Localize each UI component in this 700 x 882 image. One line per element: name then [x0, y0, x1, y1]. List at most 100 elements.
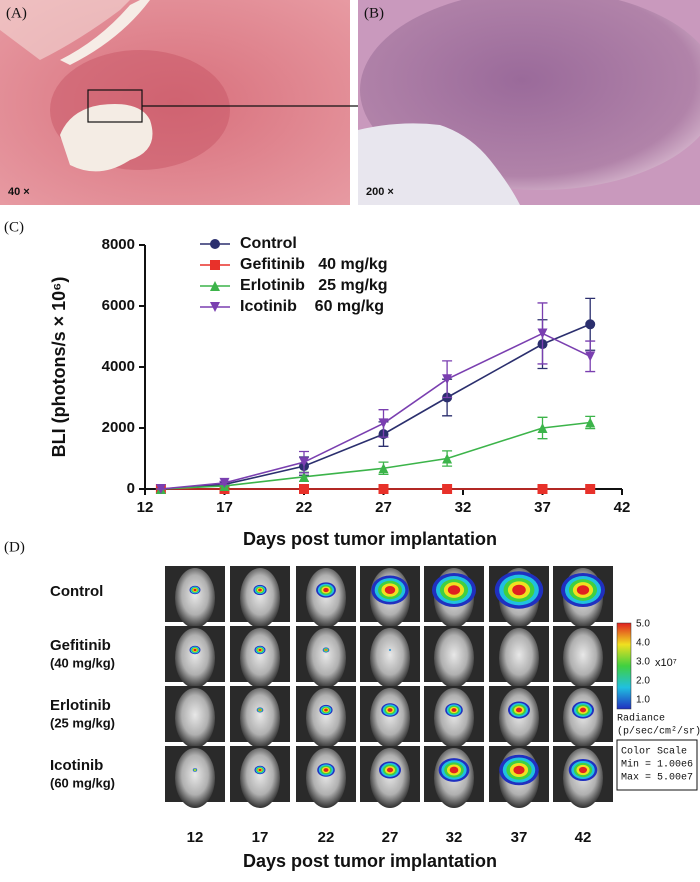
row-dose: (60 mg/kg): [50, 775, 115, 790]
legend-label: Erlotinib 25 mg/kg: [240, 277, 388, 294]
color-bar-tick: 2.0: [636, 676, 650, 687]
x-tick-label: 27: [375, 499, 392, 516]
bli-image: [296, 746, 356, 808]
marker: [299, 471, 309, 482]
marker: [378, 484, 389, 494]
mouse-body: [240, 628, 280, 688]
mouse-body: [306, 628, 346, 688]
bli-image: [165, 626, 225, 688]
bli-image: [230, 686, 290, 748]
y-tick-label: 6000: [102, 297, 135, 314]
bli-signal: [576, 585, 590, 595]
bli-image: [553, 686, 613, 748]
bli-image: [553, 746, 613, 808]
bli-image: [230, 746, 290, 808]
mouse-body: [434, 688, 474, 748]
x-tick-label: 17: [216, 499, 233, 516]
bli-image: [553, 566, 613, 628]
color-bar-tick: 1.0: [636, 695, 650, 706]
x-tick-label: 12: [137, 499, 154, 516]
mouse-body: [306, 748, 346, 808]
scale-box: [616, 739, 698, 791]
bli-signal: [579, 707, 587, 713]
bli-signal: [259, 709, 261, 711]
panel-label: (B): [364, 5, 384, 21]
color-bar-tick: 3.0: [636, 657, 650, 668]
day-label: 22: [318, 829, 335, 846]
mouse-body: [563, 628, 603, 688]
color-bar-title: Radiance: [617, 713, 665, 725]
row-dose: (40 mg/kg): [50, 655, 115, 670]
marker: [585, 417, 596, 428]
bli-image: [165, 746, 225, 808]
panel-b-image: [358, 0, 700, 205]
bli-signal: [258, 588, 262, 592]
mouse-body: [175, 628, 215, 688]
scale-box-line: Min = 1.00e6: [621, 759, 693, 771]
scale-box-line: Color Scale: [621, 746, 687, 758]
bli-image: [424, 626, 484, 688]
y-tick-label: 0: [127, 480, 135, 497]
bli-signal: [324, 708, 328, 712]
bli-signal: [513, 765, 525, 775]
bli-image: [360, 746, 420, 808]
bli-signal: [449, 766, 459, 774]
bli-image: [489, 626, 549, 688]
marker: [585, 319, 596, 330]
marker: [219, 477, 230, 488]
day-label: 27: [382, 829, 399, 846]
marker: [537, 328, 548, 339]
legend-label: Control: [240, 235, 297, 252]
marker: [442, 453, 453, 464]
bli-image: [424, 686, 484, 748]
bli-signal: [258, 768, 262, 772]
marker: [299, 484, 309, 494]
bli-image: [360, 566, 420, 628]
day-label: 37: [511, 829, 528, 846]
magnification: 40 ×: [8, 186, 30, 198]
marker: [378, 463, 389, 474]
mouse-body: [175, 748, 215, 808]
row-label: Gefitinib: [50, 637, 111, 654]
marker: [155, 484, 166, 494]
legend-label: Gefitinib 40 mg/kg: [240, 256, 388, 273]
panel-label: (C): [4, 219, 24, 235]
bli-signal: [387, 708, 393, 712]
bli-signal: [451, 708, 457, 712]
y-tick-label: 2000: [102, 419, 135, 436]
series-line: [160, 323, 591, 490]
mouse-body: [306, 688, 346, 748]
color-bar: [616, 622, 632, 710]
legend-label: Icotinib 60 mg/kg: [240, 298, 384, 315]
bli-image: [296, 686, 356, 748]
row-label: Icotinib: [50, 757, 103, 774]
mouse-body: [499, 628, 539, 688]
color-bar-tick: 5.0: [636, 619, 650, 630]
x-axis-label: Days post tumor implantation: [243, 529, 497, 549]
mouse-body: [434, 628, 474, 688]
marker: [585, 351, 596, 362]
bli-signal: [193, 769, 197, 771]
marker: [537, 484, 548, 494]
legend-marker: [210, 281, 220, 291]
bli-image: [296, 566, 356, 628]
bli-signal: [323, 768, 329, 772]
row-label: Control: [50, 583, 103, 600]
x-tick-label: 22: [296, 499, 313, 516]
legend-marker: [210, 239, 220, 249]
legend-marker: [210, 302, 220, 312]
color-bar-units: (p/sec/cm²/sr): [617, 726, 700, 738]
scale-box-line: Max = 5.00e7: [621, 773, 693, 784]
marker: [442, 374, 453, 385]
mouse-body: [240, 568, 280, 628]
color-bar-tick: 4.0: [636, 638, 650, 649]
bli-image: [360, 686, 420, 748]
mouse-body: [240, 748, 280, 808]
bli-signal: [193, 648, 197, 652]
x-tick-label: 37: [534, 499, 551, 516]
bli-image: [230, 626, 290, 688]
marker: [537, 423, 548, 433]
y-tick-label: 8000: [102, 236, 135, 253]
mouse-body: [306, 568, 346, 628]
